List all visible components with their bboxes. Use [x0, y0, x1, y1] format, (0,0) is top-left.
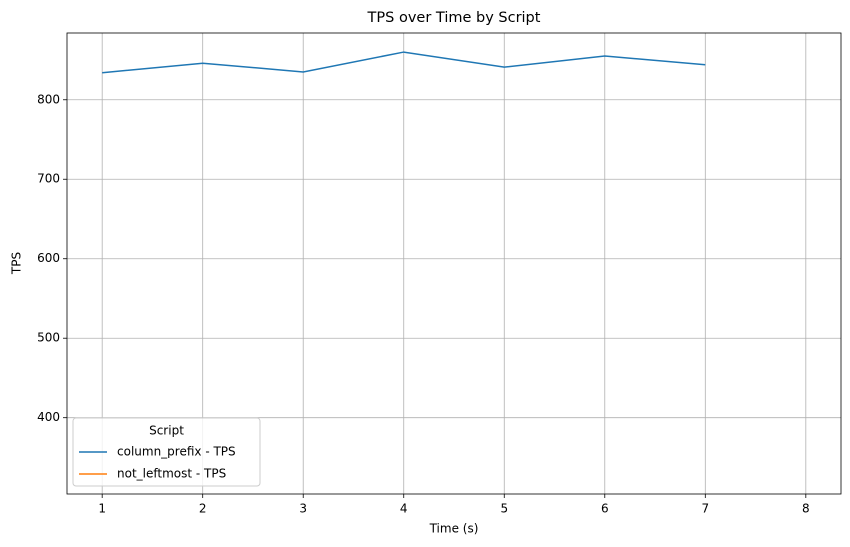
x-tick-label: 6	[601, 502, 609, 516]
x-tick-label: 5	[500, 502, 508, 516]
x-tick-label: 7	[701, 502, 709, 516]
y-axis-label: TPS	[10, 252, 24, 275]
legend-box	[72, 417, 261, 487]
x-tick-label: 2	[199, 502, 207, 516]
plot-frame	[66, 32, 842, 495]
x-tick-label: 1	[98, 502, 106, 516]
legend-title: Script	[149, 424, 184, 438]
legend-label: not_leftmost - TPS	[117, 467, 226, 481]
legend-label: column_prefix - TPS	[117, 445, 236, 459]
x-axis-label: Time (s)	[429, 522, 479, 536]
x-tick-label: 4	[400, 502, 408, 516]
x-tick-label: 3	[299, 502, 307, 516]
chart-title: TPS over Time by Script	[367, 10, 541, 26]
y-tick-label: 600	[37, 251, 60, 265]
y-tick-label: 500	[37, 331, 60, 345]
series-line	[102, 51, 706, 74]
y-tick-label: 400	[37, 410, 60, 424]
y-tick-label: 800	[37, 92, 60, 106]
y-tick-label: 700	[37, 172, 60, 186]
x-tick-label: 8	[802, 502, 810, 516]
